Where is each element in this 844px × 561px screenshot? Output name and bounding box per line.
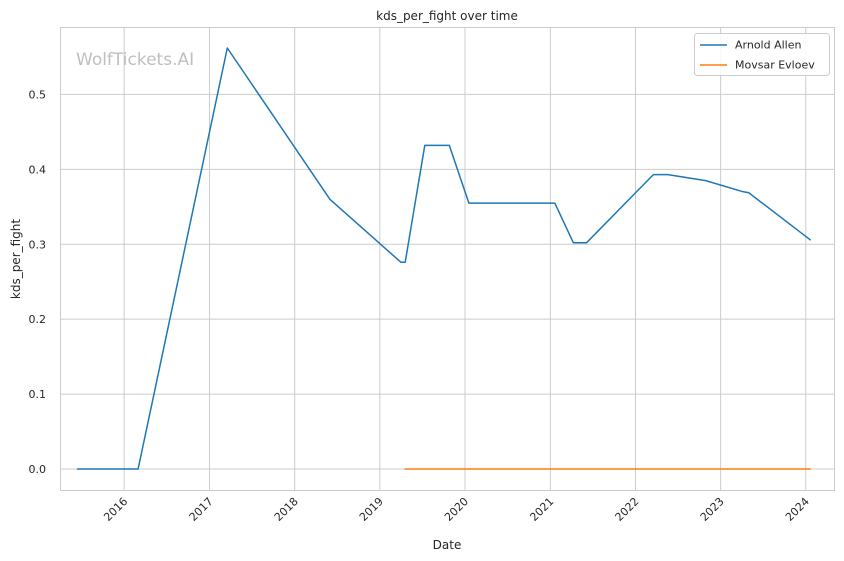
x-tick-label: 2018 xyxy=(272,495,301,524)
x-tick-label: 2020 xyxy=(442,495,471,524)
y-tick-label: 0.3 xyxy=(29,238,47,251)
y-tick-label: 0.2 xyxy=(29,313,47,326)
plot-frame xyxy=(60,27,835,491)
x-tick-label: 2023 xyxy=(698,495,727,524)
series-lines xyxy=(76,47,811,470)
legend-label-movsar-evloev: Movsar Evloev xyxy=(735,59,815,72)
x-tick-label: 2019 xyxy=(357,495,386,524)
x-tick-label: 2022 xyxy=(613,495,642,524)
y-axis-label: kds_per_fight xyxy=(9,219,23,300)
legend: Arnold Allen Movsar Evloev xyxy=(694,33,830,76)
chart-title: kds_per_fight over time xyxy=(376,9,518,23)
y-tick-label: 0.0 xyxy=(29,463,47,476)
x-tick-label: 2021 xyxy=(527,495,556,524)
y-tick-label: 0.1 xyxy=(29,388,47,401)
y-tick-label: 0.5 xyxy=(29,88,47,101)
legend-box xyxy=(694,33,830,76)
watermark: WolfTickets.AI xyxy=(76,50,194,70)
legend-label-arnold-allen: Arnold Allen xyxy=(735,39,801,52)
series-line-arnold-allen xyxy=(76,47,811,470)
x-axis-label: Date xyxy=(433,538,462,552)
x-axis-ticks: 2016 2017 2018 2019 2020 2021 2022 2023 2024 xyxy=(101,495,812,524)
y-tick-label: 0.4 xyxy=(29,163,47,176)
grid xyxy=(60,27,834,490)
x-tick-label: 2024 xyxy=(783,495,812,524)
x-tick-label: 2017 xyxy=(187,495,216,524)
x-tick-label: 2016 xyxy=(101,495,130,524)
y-axis-ticks: 0.0 0.1 0.2 0.3 0.4 0.5 xyxy=(29,88,47,476)
